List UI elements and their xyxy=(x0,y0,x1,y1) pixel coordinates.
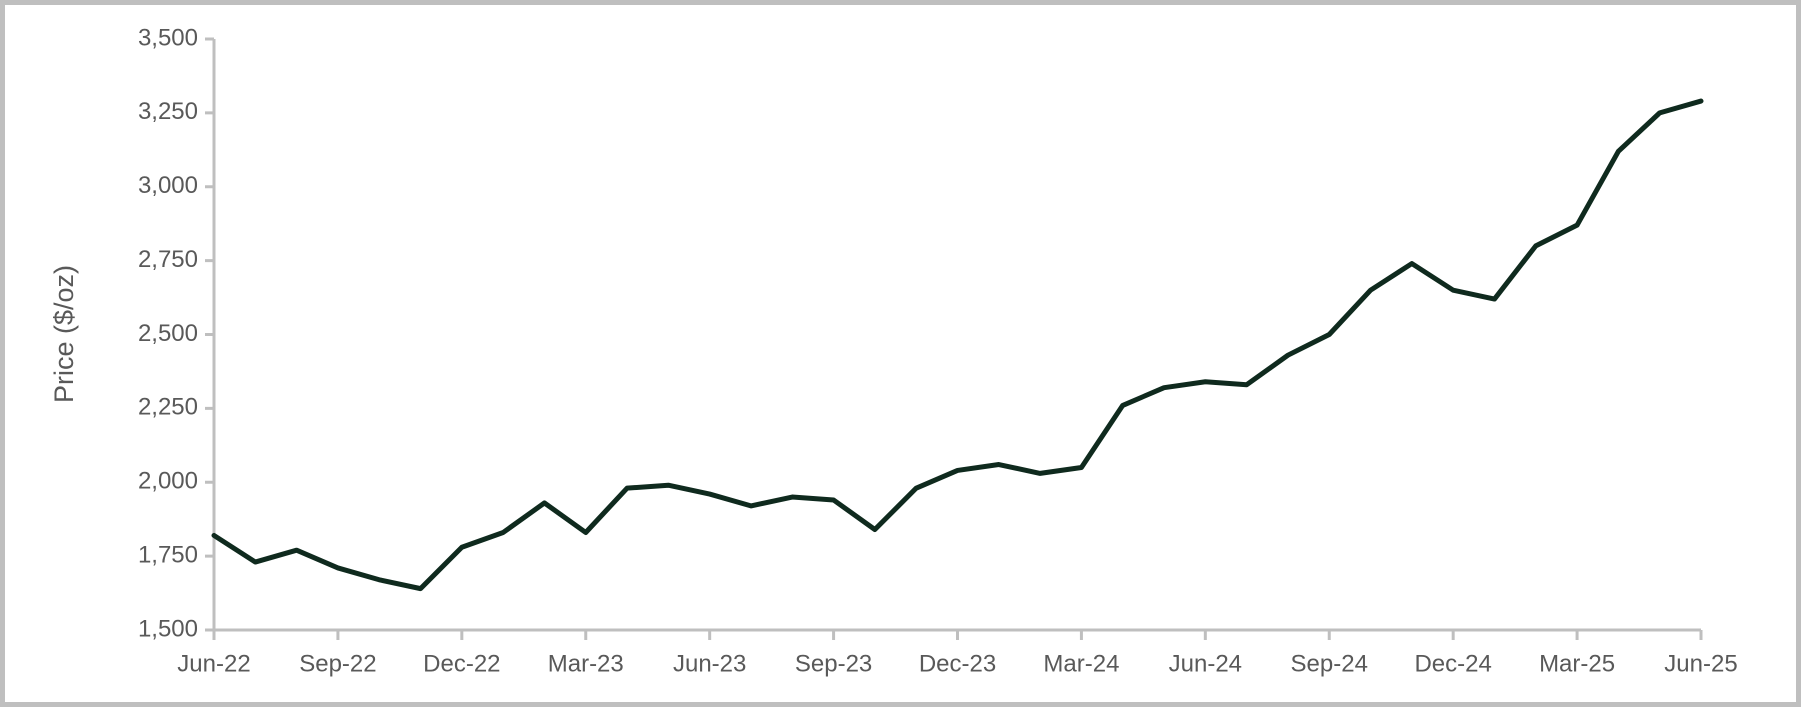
x-tick-label: Jun-22 xyxy=(177,650,250,677)
y-tick-label: 1,500 xyxy=(138,615,198,642)
x-tick-label: Jun-23 xyxy=(673,650,746,677)
x-tick-label: Mar-24 xyxy=(1043,650,1119,677)
x-tick-label: Sep-23 xyxy=(795,650,872,677)
x-tick-label: Jun-24 xyxy=(1169,650,1242,677)
x-tick-label: Dec-23 xyxy=(919,650,996,677)
y-tick-label: 3,500 xyxy=(138,24,198,51)
x-tick-label: Dec-24 xyxy=(1414,650,1491,677)
x-tick-label: Mar-23 xyxy=(548,650,624,677)
x-tick-label: Sep-24 xyxy=(1291,650,1368,677)
y-tick-label: 2,250 xyxy=(138,394,198,421)
x-tick-label: Dec-22 xyxy=(423,650,500,677)
y-tick-label: 2,500 xyxy=(138,320,198,347)
price-line xyxy=(211,98,1704,592)
y-tick-label: 3,250 xyxy=(138,98,198,125)
y-tick-label: 2,000 xyxy=(138,468,198,495)
y-axis-label: Price ($/oz) xyxy=(49,265,79,403)
y-tick-label: 1,750 xyxy=(138,541,198,568)
y-tick-label: 2,750 xyxy=(138,246,198,273)
x-tick-label: Mar-25 xyxy=(1539,650,1615,677)
x-tick-label: Jun-25 xyxy=(1664,650,1737,677)
y-tick-label: 3,000 xyxy=(138,172,198,199)
x-tick-label: Sep-22 xyxy=(299,650,376,677)
